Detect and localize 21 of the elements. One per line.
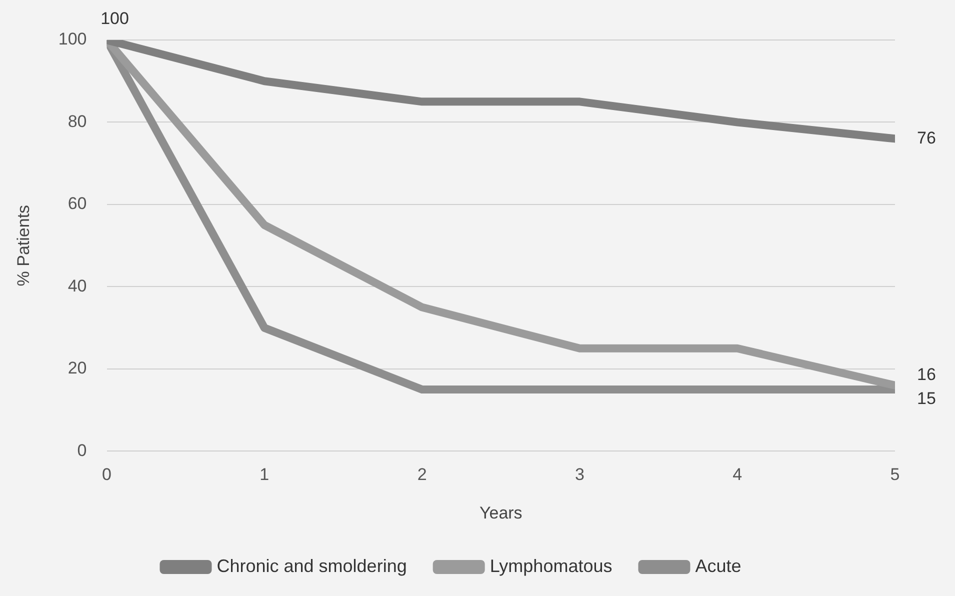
legend-label: Lymphomatous [490, 556, 612, 576]
x-tick-label: 5 [890, 465, 900, 484]
x-tick-label: 4 [732, 465, 742, 484]
y-tick-label: 60 [68, 194, 87, 214]
data-label: 100 [100, 9, 129, 28]
data-label: 16 [917, 365, 936, 384]
x-tick-label: 1 [260, 465, 270, 484]
y-tick-label: 100 [58, 30, 87, 49]
y-tick-label: 40 [68, 276, 87, 296]
y-axis-title: % Patients [14, 204, 33, 286]
x-tick-label: 2 [417, 465, 427, 484]
legend-label: Acute [695, 556, 742, 576]
data-label: 76 [917, 128, 936, 148]
y-tick-label: 20 [68, 358, 87, 378]
y-tick-label: 80 [68, 112, 87, 131]
data-label: 15 [917, 389, 936, 408]
x-tick-label: 3 [574, 465, 584, 484]
x-tick-label: 0 [102, 465, 112, 484]
x-axis-title: Years [479, 503, 522, 522]
legend-label: Chronic and smoldering [216, 556, 407, 576]
y-tick-label: 0 [77, 440, 87, 460]
